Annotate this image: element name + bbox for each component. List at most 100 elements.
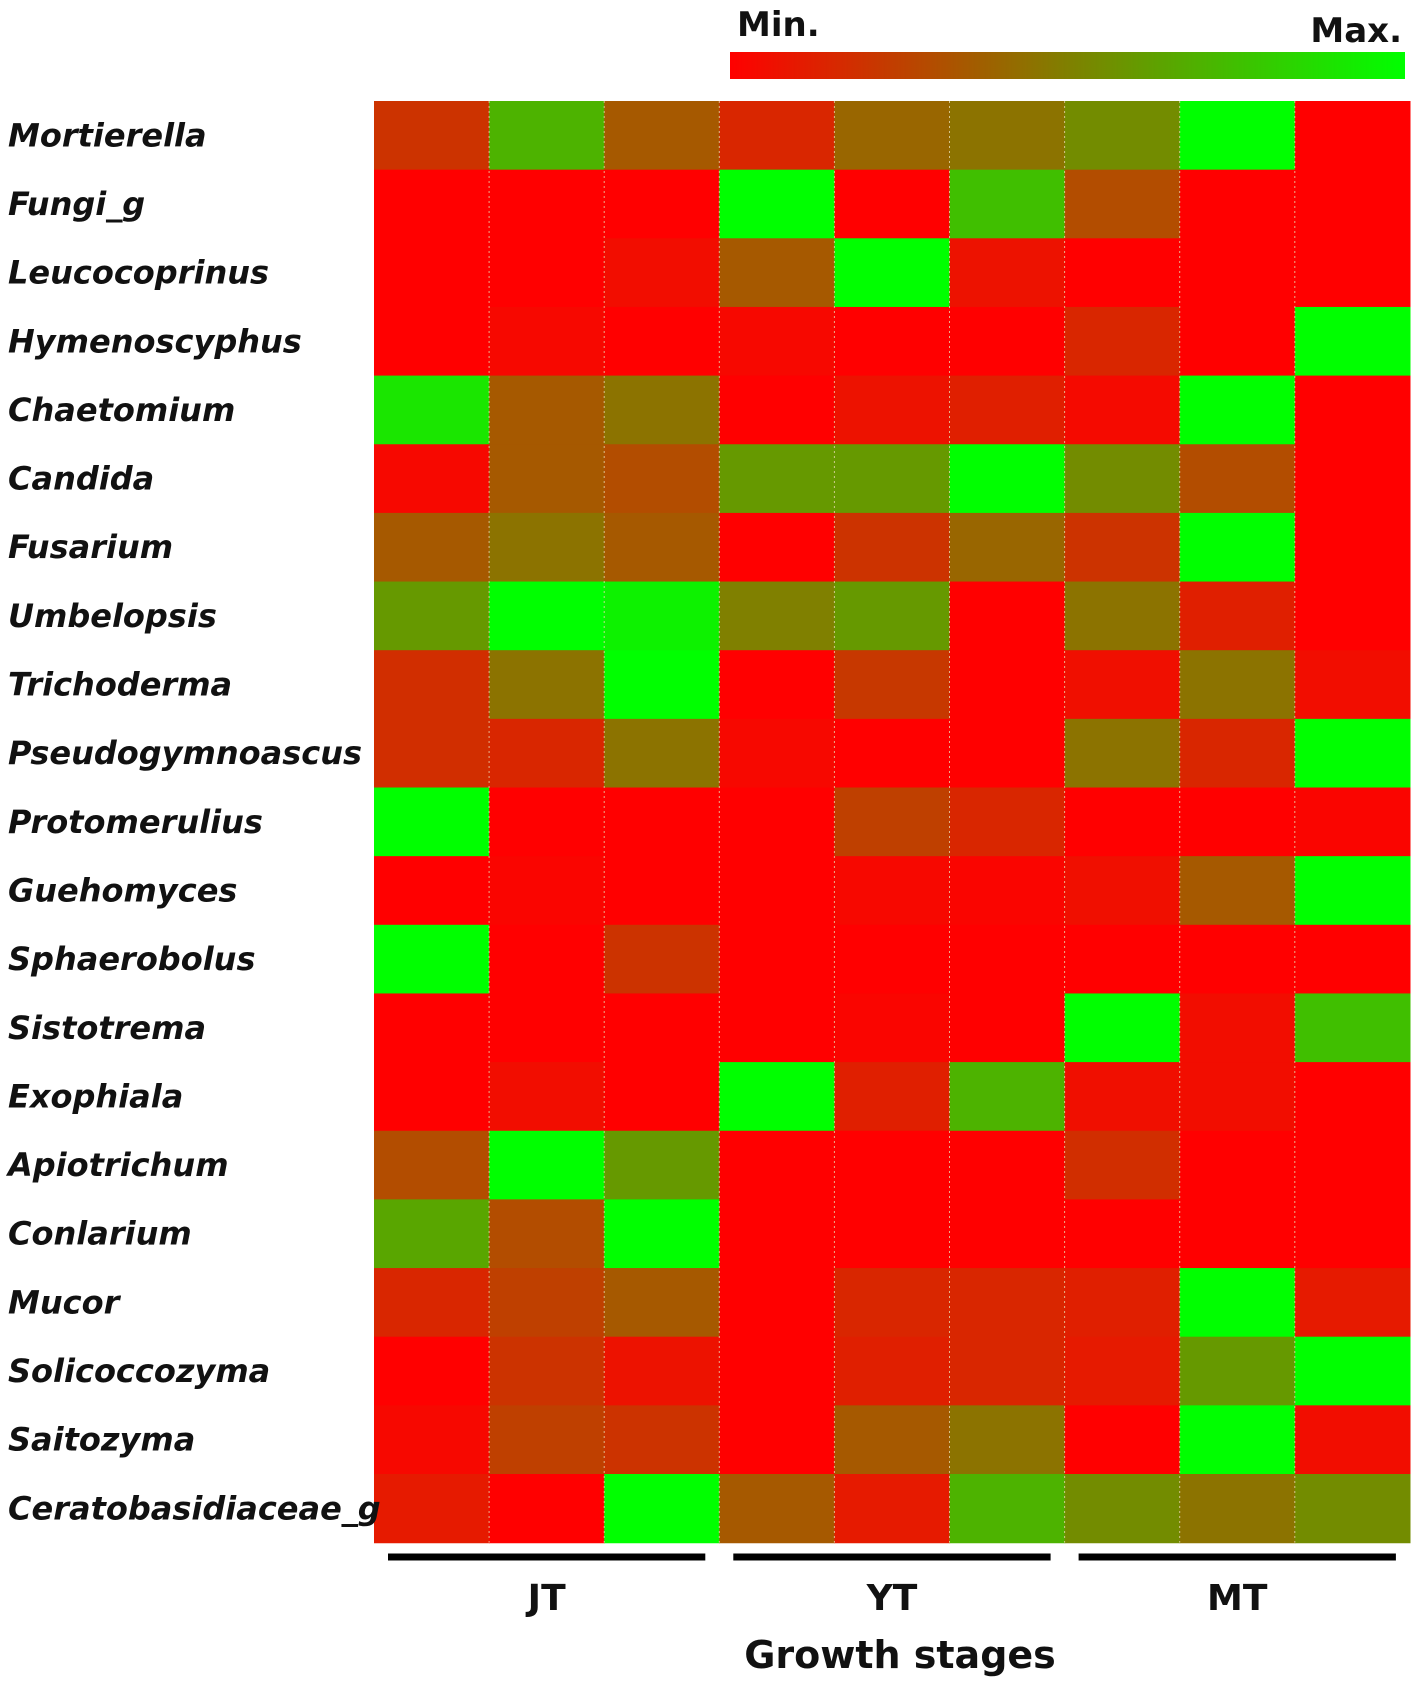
heatmap-cell — [949, 1336, 1066, 1406]
heatmap-cell — [1179, 1199, 1296, 1269]
cell-dividers — [488, 101, 1296, 1543]
row-label: Sphaerobolus — [8, 940, 255, 978]
heatmap-cell — [834, 1130, 951, 1200]
heatmap-cell — [719, 375, 835, 445]
heatmap-cell — [719, 1405, 835, 1475]
row-labels: Mortierella Fungi_g Leucocoprinus Hymenoscy… — [5, 116, 381, 1527]
heatmap-cell — [1179, 924, 1296, 995]
heatmap-cell — [374, 993, 490, 1063]
heatmap-cell — [719, 169, 835, 239]
heatmap-cell — [1064, 101, 1181, 171]
heatmap-cell — [604, 856, 720, 926]
heatmap-cell — [1064, 581, 1181, 651]
heatmap-cell — [949, 1474, 1066, 1544]
heatmap-cell — [604, 169, 720, 239]
heatmap-cell — [719, 306, 835, 377]
heatmap-cell — [374, 306, 490, 377]
heatmap-cell — [719, 581, 835, 651]
heatmap-cell — [1179, 787, 1296, 857]
heatmap-cell — [489, 650, 605, 720]
heatmap-cell — [834, 306, 951, 377]
heatmap-cell — [834, 1405, 951, 1475]
heatmap-cell — [604, 581, 720, 651]
heatmap-cell — [1294, 993, 1411, 1063]
row-label: Solicoccozyma — [8, 1352, 270, 1390]
heatmap-cell — [1064, 1336, 1181, 1406]
row-label: Trichoderma — [8, 666, 232, 704]
heatmap-cell — [374, 1268, 490, 1338]
heatmap-cell — [1294, 856, 1411, 926]
heatmap-cell — [949, 993, 1066, 1063]
heatmap-cell — [1179, 375, 1296, 445]
group-label: MT — [1207, 1578, 1268, 1619]
heatmap-cell — [489, 169, 605, 239]
heatmap-cell — [1179, 1130, 1296, 1200]
heatmap-cell — [489, 581, 605, 651]
heatmap-cell — [1294, 306, 1411, 377]
heatmap-cell — [1064, 993, 1181, 1063]
heatmap-cell — [1064, 306, 1181, 377]
heatmap-cell — [604, 101, 720, 171]
x-axis-label: Growth stages — [744, 1633, 1056, 1677]
row-label: Ceratobasidiaceae_g — [8, 1489, 381, 1527]
row-label: Fusarium — [8, 528, 173, 566]
heatmap-cell — [949, 306, 1066, 377]
heatmap-cell — [1064, 444, 1181, 514]
heatmap-cell — [374, 444, 490, 514]
heatmap-cell — [719, 1474, 835, 1544]
heatmap-cell — [374, 1130, 490, 1200]
heatmap-cell — [604, 1199, 720, 1269]
heatmap-cell — [949, 375, 1066, 445]
heatmap-cell — [834, 787, 951, 857]
heatmap-cell — [1294, 238, 1411, 308]
group-labels: JT YT MT — [525, 1578, 1268, 1619]
heatmap-cell — [719, 650, 835, 720]
heatmap-cell — [1179, 1474, 1296, 1544]
heatmap-cell — [1064, 1199, 1181, 1269]
heatmap-cell — [949, 238, 1066, 308]
heatmap-cells — [374, 101, 1411, 1544]
row-label: Hymenoscyphus — [8, 322, 302, 360]
heatmap-cell — [1064, 512, 1181, 583]
row-label: Exophiala — [8, 1077, 183, 1115]
heatmap-cell — [1179, 306, 1296, 377]
heatmap-cell — [949, 718, 1066, 789]
heatmap-cell — [374, 101, 490, 171]
heatmap-cell — [1294, 924, 1411, 995]
heatmap-cell — [374, 169, 490, 239]
heatmap-cell — [1179, 993, 1296, 1063]
heatmap-cell — [834, 1336, 951, 1406]
heatmap-cell — [949, 787, 1066, 857]
heatmap-cell — [1179, 650, 1296, 720]
heatmap-cell — [834, 1062, 951, 1132]
heatmap-cell — [374, 1405, 490, 1475]
heatmap-cell — [604, 1268, 720, 1338]
heatmap-cell — [1294, 512, 1411, 583]
heatmap-cell — [719, 787, 835, 857]
heatmap-cell — [1179, 1405, 1296, 1475]
heatmap-cell — [374, 1062, 490, 1132]
heatmap-cell — [489, 512, 605, 583]
row-label: Mucor — [8, 1283, 122, 1321]
heatmap-cell — [949, 444, 1066, 514]
heatmap-cell — [949, 1268, 1066, 1338]
heatmap-cell — [604, 718, 720, 789]
row-label: Mortierella — [8, 116, 207, 154]
heatmap-cell — [1294, 444, 1411, 514]
heatmap-cell — [489, 993, 605, 1063]
heatmap-cell — [489, 1268, 605, 1338]
row-label: Pseudogymnoascus — [8, 734, 362, 772]
heatmap-cell — [1064, 169, 1181, 239]
heatmap-cell — [719, 512, 835, 583]
heatmap-cell — [604, 238, 720, 308]
heatmap-cell — [949, 1405, 1066, 1475]
heatmap-cell — [1179, 512, 1296, 583]
heatmap-cell — [489, 238, 605, 308]
heatmap-cell — [489, 1062, 605, 1132]
heatmap-cell — [604, 1336, 720, 1406]
row-label: Sistotrema — [8, 1009, 206, 1047]
heatmap-cell — [374, 1199, 490, 1269]
heatmap-cell — [1294, 1199, 1411, 1269]
heatmap-cell — [1179, 581, 1296, 651]
heatmap-cell — [1179, 1062, 1296, 1132]
